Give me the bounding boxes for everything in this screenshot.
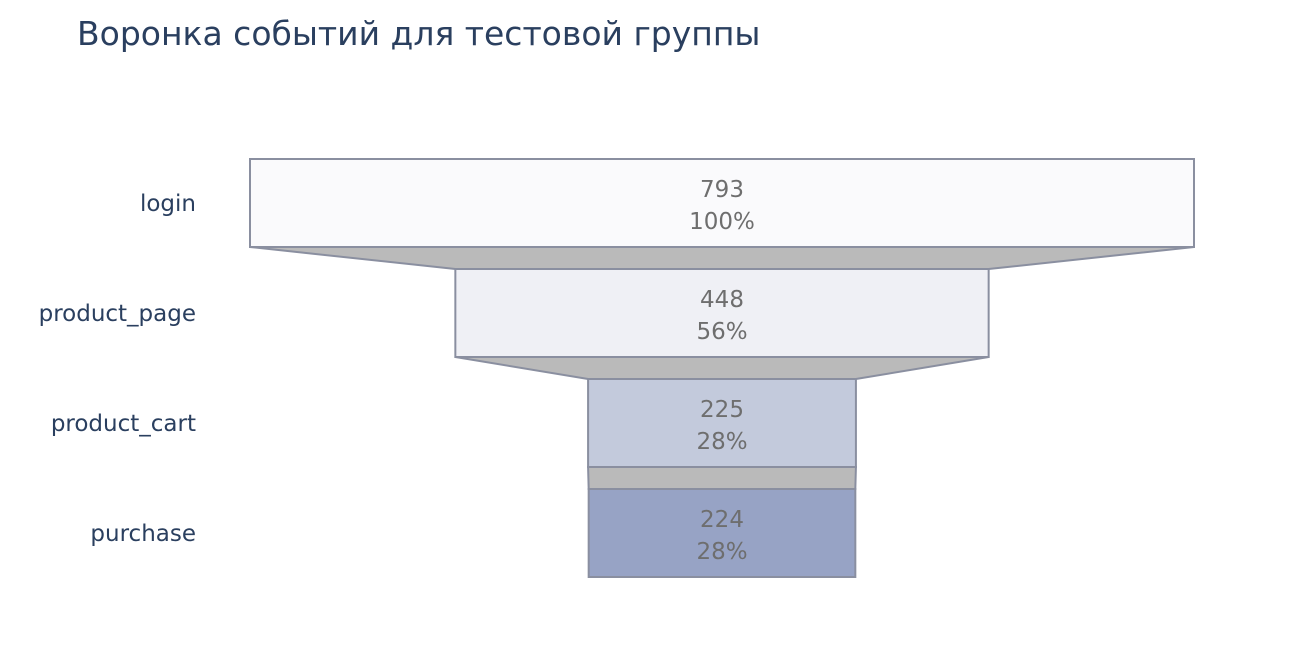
value-label-product-cart: 225: [700, 397, 744, 423]
funnel-bar-product-page[interactable]: [454, 268, 990, 358]
category-label-product-cart: product_cart: [51, 411, 196, 437]
value-label-purchase: 224: [700, 507, 744, 533]
value-label-product-page: 448: [700, 287, 744, 313]
percent-label-product-page: 56%: [696, 319, 747, 345]
value-label-login: 793: [700, 177, 744, 203]
percent-label-purchase: 28%: [696, 539, 747, 565]
funnel-connector-product-cart: [587, 466, 857, 490]
percent-label-login: 100%: [689, 209, 755, 235]
category-label-purchase: purchase: [90, 521, 196, 547]
chart-title: Воронка событий для тестовой группы: [77, 14, 761, 53]
funnel-connector-login: [249, 246, 1195, 270]
funnel-bar-purchase[interactable]: [587, 488, 857, 578]
funnel-connector-product-page: [455, 356, 989, 380]
funnel-bar-login[interactable]: [249, 158, 1195, 248]
funnel-bar-product-cart[interactable]: [587, 378, 857, 468]
percent-label-product-cart: 28%: [696, 429, 747, 455]
category-label-login: login: [140, 191, 196, 217]
category-label-product-page: product_page: [39, 301, 196, 327]
